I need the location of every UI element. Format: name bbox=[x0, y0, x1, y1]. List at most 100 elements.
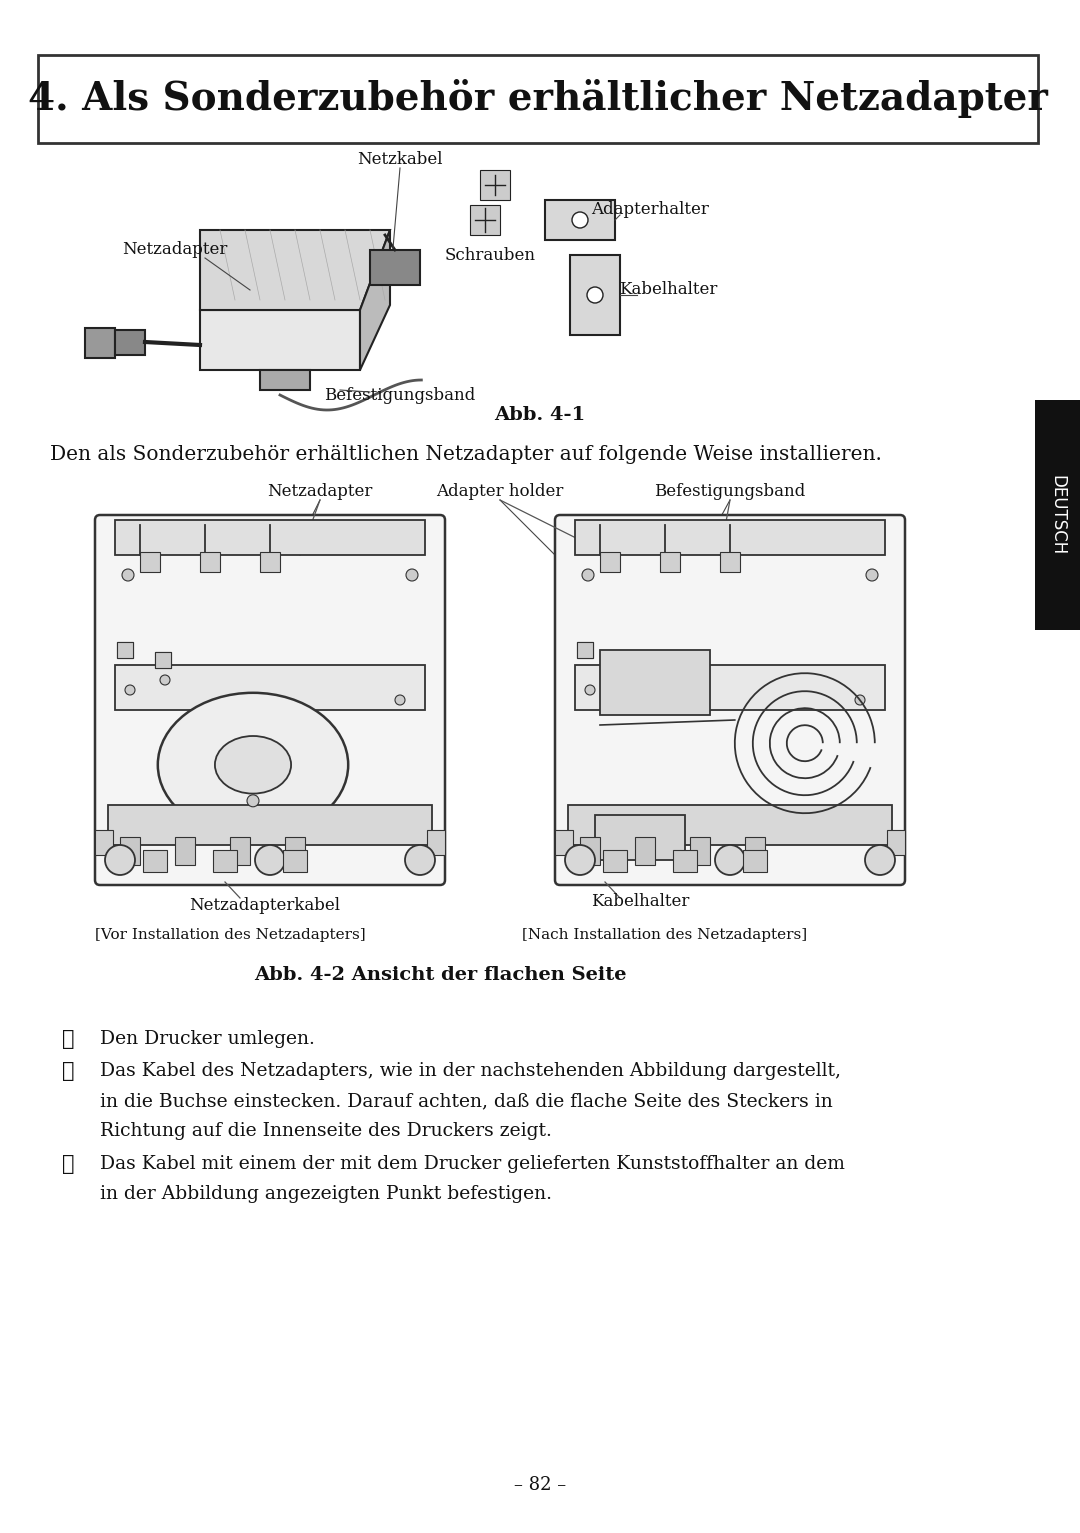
Circle shape bbox=[715, 845, 745, 875]
Bar bbox=[140, 552, 160, 572]
Circle shape bbox=[620, 675, 630, 685]
Circle shape bbox=[247, 794, 259, 806]
Bar bbox=[260, 552, 280, 572]
Text: 4. Als Sonderzubehör erhältlicher Netzadapter: 4. Als Sonderzubehör erhältlicher Netzad… bbox=[28, 80, 1048, 118]
Ellipse shape bbox=[158, 693, 348, 837]
Circle shape bbox=[582, 569, 594, 581]
Bar bbox=[575, 665, 885, 710]
Text: Richtung auf die Innenseite des Druckers zeigt.: Richtung auf die Innenseite des Druckers… bbox=[100, 1122, 552, 1141]
Circle shape bbox=[122, 569, 134, 581]
Polygon shape bbox=[85, 328, 114, 359]
Text: Befestigungsband: Befestigungsband bbox=[654, 483, 806, 500]
Polygon shape bbox=[114, 330, 145, 356]
Bar bbox=[108, 805, 432, 845]
Bar bbox=[575, 520, 885, 555]
Text: ②: ② bbox=[62, 1062, 75, 1081]
Circle shape bbox=[125, 685, 135, 694]
Circle shape bbox=[855, 694, 865, 705]
Bar bbox=[38, 55, 1038, 143]
Circle shape bbox=[405, 845, 435, 875]
Polygon shape bbox=[200, 230, 390, 310]
Bar bbox=[156, 652, 171, 668]
Text: [Nach Installation des Netzadapters]: [Nach Installation des Netzadapters] bbox=[523, 927, 808, 941]
Bar bbox=[1035, 400, 1080, 630]
Polygon shape bbox=[260, 369, 310, 389]
Text: – 82 –: – 82 – bbox=[514, 1476, 566, 1495]
Bar bbox=[283, 849, 307, 872]
FancyBboxPatch shape bbox=[555, 515, 905, 885]
Bar bbox=[600, 552, 620, 572]
Bar bbox=[580, 837, 600, 865]
Bar bbox=[887, 829, 905, 855]
Bar bbox=[117, 642, 133, 658]
Polygon shape bbox=[570, 254, 620, 336]
Bar bbox=[660, 552, 680, 572]
Text: Befestigungsband: Befestigungsband bbox=[324, 386, 475, 403]
Ellipse shape bbox=[215, 736, 292, 794]
Bar bbox=[577, 642, 593, 658]
Text: Netzadapter: Netzadapter bbox=[122, 242, 228, 259]
Bar bbox=[690, 837, 710, 865]
Bar bbox=[615, 652, 631, 668]
Text: Netzadapterkabel: Netzadapterkabel bbox=[189, 897, 340, 914]
Circle shape bbox=[588, 287, 603, 304]
Polygon shape bbox=[370, 250, 420, 285]
Circle shape bbox=[572, 212, 588, 228]
Text: Netzadapter: Netzadapter bbox=[268, 483, 373, 500]
Circle shape bbox=[585, 685, 595, 694]
Bar bbox=[615, 652, 631, 668]
Polygon shape bbox=[360, 230, 390, 369]
Text: ①: ① bbox=[62, 1030, 75, 1049]
Bar bbox=[114, 520, 426, 555]
Bar bbox=[156, 652, 171, 668]
Bar bbox=[427, 829, 445, 855]
Circle shape bbox=[565, 845, 595, 875]
Bar bbox=[230, 837, 249, 865]
Text: Das Kabel mit einem der mit dem Drucker gelieferten Kunststoffhalter an dem: Das Kabel mit einem der mit dem Drucker … bbox=[100, 1154, 845, 1173]
Text: DEUTSCH: DEUTSCH bbox=[1049, 475, 1067, 555]
Circle shape bbox=[105, 845, 135, 875]
Bar bbox=[114, 665, 426, 710]
Bar bbox=[743, 849, 767, 872]
Bar bbox=[635, 837, 654, 865]
Bar bbox=[595, 816, 685, 860]
Polygon shape bbox=[545, 199, 615, 241]
Bar bbox=[568, 805, 892, 845]
Bar bbox=[285, 837, 305, 865]
Text: Den als Sonderzubehör erhältlichen Netzadapter auf folgende Weise installieren.: Den als Sonderzubehör erhältlichen Netza… bbox=[50, 446, 882, 464]
Text: Kabelhalter: Kabelhalter bbox=[591, 894, 689, 911]
Bar bbox=[95, 829, 113, 855]
Text: Schrauben: Schrauben bbox=[445, 247, 536, 264]
Circle shape bbox=[395, 694, 405, 705]
Text: [Vor Installation des Netzadapters]: [Vor Installation des Netzadapters] bbox=[95, 927, 365, 941]
Bar bbox=[555, 829, 573, 855]
Polygon shape bbox=[470, 205, 500, 235]
Circle shape bbox=[255, 845, 285, 875]
Text: Netzkabel: Netzkabel bbox=[357, 152, 443, 169]
Text: Das Kabel des Netzadapters, wie in der nachstehenden Abbildung dargestellt,: Das Kabel des Netzadapters, wie in der n… bbox=[100, 1062, 841, 1081]
Text: Abb. 4-2 Ansicht der flachen Seite: Abb. 4-2 Ansicht der flachen Seite bbox=[254, 966, 626, 984]
Bar bbox=[143, 849, 167, 872]
Text: Kabelhalter: Kabelhalter bbox=[619, 282, 717, 299]
Circle shape bbox=[160, 675, 170, 685]
Circle shape bbox=[866, 569, 878, 581]
Bar bbox=[200, 552, 220, 572]
Polygon shape bbox=[200, 310, 360, 369]
Bar bbox=[673, 849, 697, 872]
Text: in der Abbildung angezeigten Punkt befestigen.: in der Abbildung angezeigten Punkt befes… bbox=[100, 1185, 552, 1203]
Bar bbox=[603, 849, 627, 872]
Text: ③: ③ bbox=[62, 1154, 75, 1174]
Circle shape bbox=[406, 569, 418, 581]
Bar bbox=[600, 650, 710, 714]
Bar bbox=[745, 837, 765, 865]
Text: in die Buchse einstecken. Darauf achten, daß die flache Seite des Steckers in: in die Buchse einstecken. Darauf achten,… bbox=[100, 1091, 833, 1110]
Text: Den Drucker umlegen.: Den Drucker umlegen. bbox=[100, 1030, 315, 1049]
FancyBboxPatch shape bbox=[95, 515, 445, 885]
Text: Abb. 4-1: Abb. 4-1 bbox=[495, 406, 585, 425]
Bar bbox=[117, 642, 133, 658]
Circle shape bbox=[865, 845, 895, 875]
Bar bbox=[213, 849, 237, 872]
Polygon shape bbox=[480, 170, 510, 199]
Text: Adapterhalter: Adapterhalter bbox=[591, 201, 708, 219]
Bar bbox=[175, 837, 195, 865]
